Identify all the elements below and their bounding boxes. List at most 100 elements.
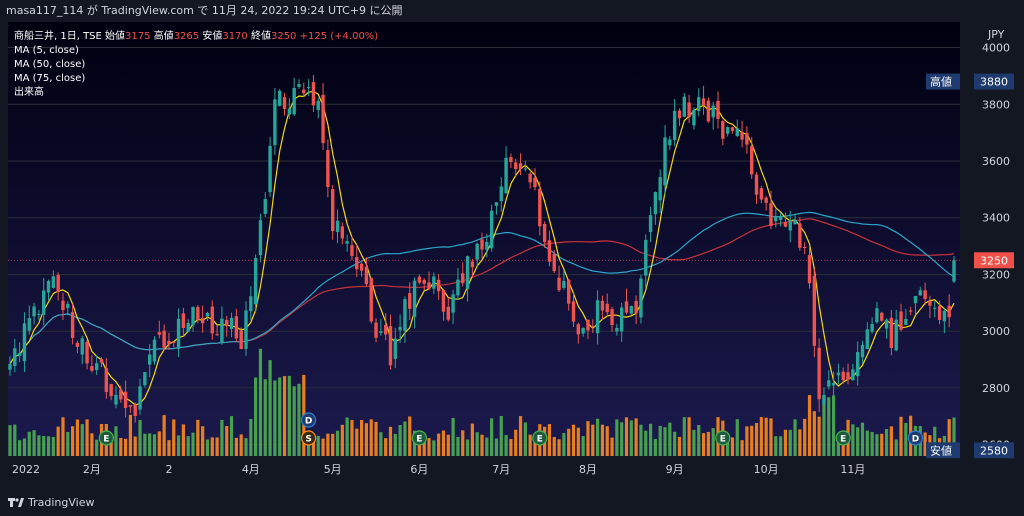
candle-body	[306, 86, 311, 88]
volume-bar	[95, 439, 99, 456]
volume-bar	[114, 426, 118, 456]
volume-bar	[75, 419, 80, 456]
candle-body	[51, 276, 56, 288]
volume-bar	[783, 429, 788, 456]
x-tick-label: 2022	[12, 463, 40, 476]
candle-body	[721, 121, 725, 139]
candle-body	[730, 127, 735, 131]
candle-body	[253, 257, 258, 305]
volume-bar	[138, 420, 142, 456]
legend-ma5[interactable]: MA (5, close)	[14, 45, 79, 56]
candle-body	[682, 96, 686, 117]
candle-body	[894, 319, 898, 351]
volume-bar	[461, 430, 465, 456]
y-tick-label: 4000	[982, 42, 1010, 55]
candle-body	[928, 300, 932, 306]
event-marker-letter: S	[305, 435, 311, 445]
candle-body	[822, 394, 826, 405]
candle-body	[408, 293, 412, 309]
candle-body	[273, 99, 277, 146]
tradingview-logo[interactable]: TradingView	[8, 496, 94, 509]
candle-body	[711, 105, 715, 118]
candle-body	[644, 239, 648, 276]
volume-bar	[860, 422, 865, 456]
volume-bar	[726, 437, 730, 456]
legend-volume[interactable]: 出来高	[14, 87, 44, 98]
candle-body	[350, 245, 354, 256]
candle-body	[393, 338, 398, 359]
legend-ma75[interactable]: MA (75, close)	[14, 73, 86, 84]
event-marker-letter: E	[720, 435, 726, 445]
volume-bar	[557, 439, 561, 456]
volume-bar	[282, 376, 287, 456]
volume-bar	[831, 395, 836, 456]
candle-body	[605, 303, 609, 313]
volume-bar	[692, 429, 696, 456]
volume-bar	[779, 436, 783, 456]
volume-bar	[249, 418, 253, 456]
volume-bar	[754, 423, 759, 456]
candle-body	[754, 174, 759, 195]
legend-open-value: 3175	[125, 31, 151, 42]
candle-body	[880, 312, 884, 321]
candle-body	[66, 303, 70, 309]
volume-bar	[181, 424, 185, 456]
legend-change: +125 (+4.00%)	[299, 31, 379, 42]
volume-bar	[417, 436, 421, 456]
y-tick-label: 3600	[982, 155, 1010, 168]
volume-bar	[620, 422, 624, 456]
candle-body	[321, 94, 325, 144]
candle-body	[432, 276, 436, 289]
volume-bar	[552, 437, 556, 456]
candle-body	[85, 341, 89, 364]
candle-body	[562, 280, 566, 288]
candle-body	[528, 173, 532, 183]
volume-bar	[369, 419, 373, 456]
candle-body	[302, 89, 306, 94]
volume-bar	[196, 419, 200, 456]
event-marker-earnings	[715, 430, 731, 446]
high-tag-label-box	[926, 73, 960, 90]
volume-bar	[451, 417, 455, 456]
candle-body	[379, 331, 383, 334]
candle-body	[287, 108, 292, 115]
volume-bar	[875, 434, 879, 456]
candle-body	[427, 282, 431, 289]
candle-body	[316, 100, 320, 111]
volume-bar	[562, 433, 566, 456]
candle-body	[745, 133, 749, 145]
volume-bar	[364, 423, 369, 456]
candle-body	[836, 372, 841, 376]
candle-body	[133, 404, 137, 416]
chart-area[interactable]: 40003800360034003200300028002600JPY高値388…	[8, 22, 1016, 488]
volume-bar	[880, 433, 884, 456]
volume-bar	[446, 434, 450, 456]
volume-bar	[37, 435, 41, 456]
candle-body	[677, 110, 682, 119]
candle-body	[740, 131, 744, 140]
volume-bar	[432, 440, 436, 456]
event-marker-letter: E	[537, 435, 543, 445]
publish-caption-bar: masa117_114 が TradingView.com で 11月 24, …	[0, 0, 1024, 22]
volume-bar	[764, 417, 768, 456]
event-marker-split	[301, 430, 317, 446]
volume-bar	[437, 433, 441, 456]
candle-body	[523, 168, 528, 170]
volume-bar	[851, 424, 855, 456]
candle-body	[778, 216, 783, 220]
candle-body	[152, 339, 157, 362]
volume-bar	[422, 440, 426, 456]
volume-bar	[143, 433, 147, 456]
price-chart[interactable]: 40003800360034003200300028002600JPY高値388…	[8, 22, 1016, 488]
candle-body	[239, 330, 243, 350]
candle-body	[258, 220, 263, 256]
volume-bar	[490, 418, 494, 456]
volume-bar	[899, 416, 903, 456]
candle-body	[489, 210, 494, 249]
candle-body	[326, 150, 330, 187]
candle-body	[37, 313, 41, 315]
event-marker-dividend	[301, 412, 317, 428]
candle-body	[90, 366, 94, 371]
legend-ma50[interactable]: MA (50, close)	[14, 59, 86, 70]
high-tag-value-box	[974, 73, 1014, 90]
